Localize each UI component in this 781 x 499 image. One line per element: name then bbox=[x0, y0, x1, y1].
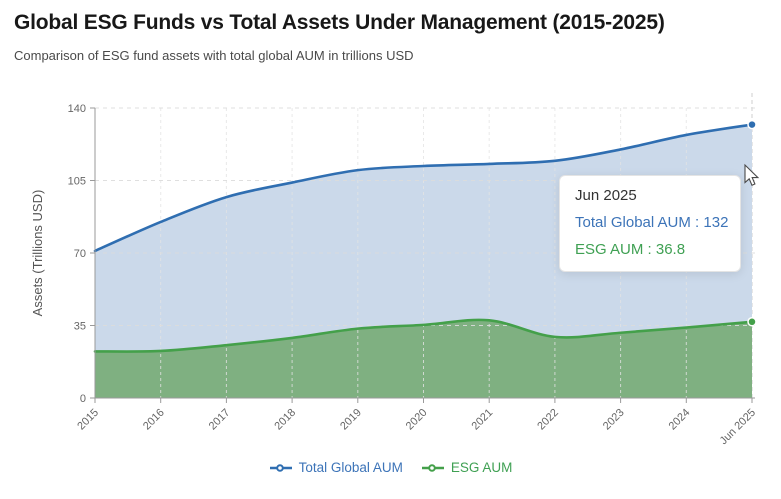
page-subtitle: Comparison of ESG fund assets with total… bbox=[14, 48, 414, 63]
x-tick-label: 2018 bbox=[272, 407, 298, 433]
x-tick-label: 2020 bbox=[404, 407, 430, 433]
y-tick-label: 35 bbox=[74, 321, 86, 333]
x-tick-label: 2022 bbox=[535, 407, 561, 433]
series-line-total-global-aum bbox=[93, 123, 754, 253]
x-tick-label: 2015 bbox=[75, 407, 101, 433]
x-tick-label: 2016 bbox=[141, 407, 167, 433]
area-fill-esg-aum bbox=[95, 319, 752, 398]
tooltip-title: Jun 2025 bbox=[575, 187, 637, 204]
legend-label-total-global-aum: Total Global AUM bbox=[298, 460, 403, 475]
x-tick-label: 2024 bbox=[667, 407, 693, 433]
legend-marker-icon-esg-aum bbox=[421, 463, 444, 472]
chart-tooltip: Jun 2025 Total Global AUM : 132 ESG AUM … bbox=[559, 175, 741, 272]
legend-marker-icon-total-global-aum bbox=[269, 463, 292, 472]
x-tick-label: 2017 bbox=[207, 407, 233, 433]
x-tick-label: 2019 bbox=[338, 407, 364, 433]
y-tick-label: 105 bbox=[68, 176, 86, 188]
hover-point-esg-aum bbox=[747, 317, 757, 327]
legend-label-esg-aum: ESG AUM bbox=[450, 460, 513, 475]
legend-item-total-global-aum[interactable]: Total Global AUM bbox=[269, 460, 403, 475]
page-title: Global ESG Funds vs Total Assets Under M… bbox=[14, 11, 665, 34]
legend-ring-esg bbox=[428, 463, 436, 472]
tooltip-row-total-global-aum: Total Global AUM : 132 bbox=[575, 214, 729, 231]
legend-item-esg-aum[interactable]: ESG AUM bbox=[421, 460, 513, 475]
tooltip-row-esg-aum: ESG AUM : 36.8 bbox=[575, 241, 686, 258]
y-tick-label: 0 bbox=[80, 393, 86, 405]
chart-legend: Total Global AUM ESG AUM bbox=[0, 460, 781, 475]
series-line-esg-aum bbox=[93, 318, 754, 353]
mouse-cursor-icon bbox=[744, 163, 760, 187]
hover-point-total-global-aum bbox=[747, 119, 757, 130]
y-axis-title: Assets (Trillions USD) bbox=[30, 190, 45, 317]
x-tick-label: 2021 bbox=[470, 407, 496, 433]
y-tick-label: 70 bbox=[74, 248, 86, 260]
x-tick-label: Jun 2025 bbox=[718, 407, 758, 447]
y-tick-label: 140 bbox=[68, 103, 86, 115]
area-chart-canvas[interactable]: 0 35 70 105 140 2015 2016 2017 2018 2019 2020 2021 2… bbox=[0, 88, 781, 453]
x-tick-label: 2023 bbox=[601, 407, 627, 433]
legend-ring-total bbox=[275, 463, 284, 472]
